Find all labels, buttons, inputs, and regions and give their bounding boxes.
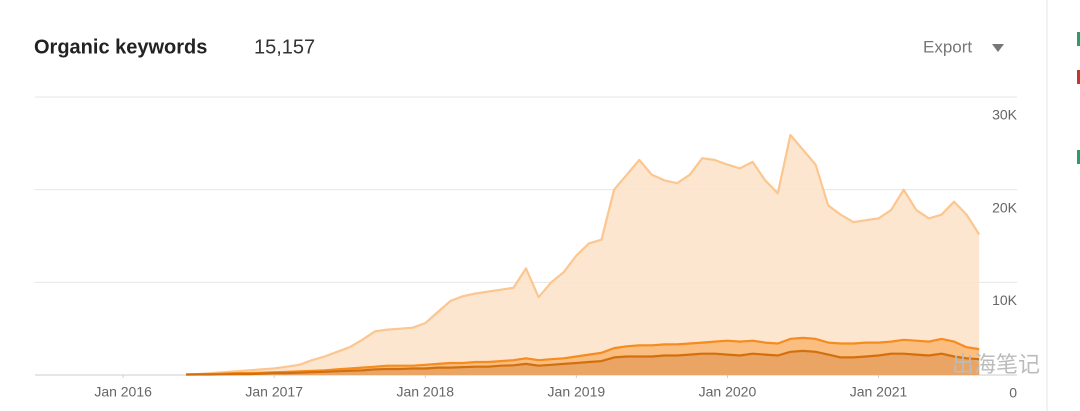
y-tick-label: 0 [1009, 385, 1017, 401]
area [186, 135, 980, 375]
plot: 0 10K 20K 30K Jan 2016 Jan 2017 Jan 2018 Jan 20… [35, 96, 1018, 401]
line [186, 349, 980, 376]
total-keywords: 15,157 [254, 36, 315, 58]
x-tick-label: Jan 2016 [94, 384, 152, 400]
edge-mark [1077, 150, 1080, 164]
export-arrow[interactable] [992, 44, 1004, 52]
x-tick-label: Jan 2021 [850, 384, 908, 400]
y-tick-label: 20K [992, 199, 1018, 215]
line [186, 133, 981, 376]
x-tick-label: Jan 2020 [699, 384, 757, 400]
x-tick-label: Jan 2018 [396, 384, 454, 400]
export-button[interactable]: Export [923, 37, 972, 56]
y-tick-label: 10K [992, 292, 1018, 308]
y-tick-label: 30K [992, 107, 1018, 123]
watermark: 出海笔记 [952, 352, 1040, 377]
edge-mark [1077, 32, 1080, 46]
edge-mark [1077, 70, 1080, 84]
x-tick-label: Jan 2019 [548, 384, 606, 400]
chart-title: Organic keywords [34, 36, 207, 58]
line [186, 336, 980, 376]
x-tick-label: Jan 2017 [245, 384, 303, 400]
